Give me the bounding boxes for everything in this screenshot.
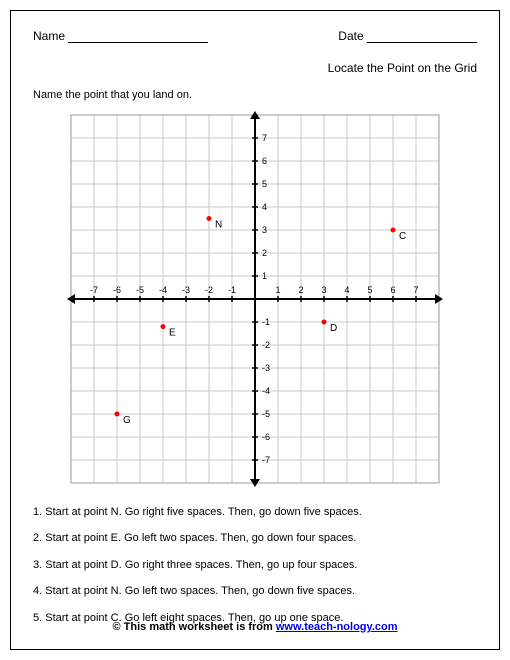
svg-text:5: 5 <box>367 285 372 295</box>
footer: © This math worksheet is from www.teach-… <box>33 621 477 633</box>
svg-text:-7: -7 <box>262 455 270 465</box>
svg-text:2: 2 <box>262 248 267 258</box>
svg-text:4: 4 <box>344 285 349 295</box>
question-list: 1. Start at point N. Go right five space… <box>33 505 477 626</box>
date-blank[interactable] <box>367 30 477 43</box>
svg-text:7: 7 <box>413 285 418 295</box>
question-item: 4. Start at point N. Go left two spaces.… <box>33 584 477 599</box>
footer-link[interactable]: www.teach-nology.com <box>276 621 398 633</box>
svg-text:-2: -2 <box>262 340 270 350</box>
svg-text:N: N <box>215 220 222 231</box>
svg-text:4: 4 <box>262 202 267 212</box>
header-row: Name Date <box>33 29 477 43</box>
svg-text:E: E <box>169 328 176 339</box>
svg-text:-3: -3 <box>182 285 190 295</box>
svg-text:-1: -1 <box>228 285 236 295</box>
svg-text:3: 3 <box>262 225 267 235</box>
question-item: 2. Start at point E. Go left two spaces.… <box>33 531 477 546</box>
svg-text:-6: -6 <box>113 285 121 295</box>
svg-text:-4: -4 <box>262 386 270 396</box>
svg-text:-2: -2 <box>205 285 213 295</box>
svg-text:6: 6 <box>262 156 267 166</box>
svg-text:-5: -5 <box>136 285 144 295</box>
svg-text:-4: -4 <box>159 285 167 295</box>
svg-text:-1: -1 <box>262 317 270 327</box>
date-field: Date <box>338 29 477 43</box>
svg-text:2: 2 <box>298 285 303 295</box>
coordinate-grid: -7 -6 -5 -4 -3 -2 -1 1 2 3 4 5 6 7 7 6 5 4 3 2 1 -1 -2 -3 -4 -5 -6… <box>33 109 477 489</box>
footer-prefix: © This math worksheet is from <box>113 621 276 633</box>
svg-text:G: G <box>123 415 131 426</box>
date-label: Date <box>338 29 363 43</box>
svg-text:-5: -5 <box>262 409 270 419</box>
name-field: Name <box>33 29 208 43</box>
svg-text:3: 3 <box>321 285 326 295</box>
svg-text:-7: -7 <box>90 285 98 295</box>
worksheet-page: Name Date Locate the Point on the Grid N… <box>10 10 500 650</box>
svg-text:D: D <box>330 323 337 334</box>
name-blank[interactable] <box>68 30 208 43</box>
svg-text:-6: -6 <box>262 432 270 442</box>
svg-text:C: C <box>399 231 406 242</box>
question-item: 3. Start at point D. Go right three spac… <box>33 558 477 573</box>
worksheet-title: Locate the Point on the Grid <box>33 61 477 75</box>
svg-text:1: 1 <box>275 285 280 295</box>
instruction-text: Name the point that you land on. <box>33 89 477 101</box>
svg-text:1: 1 <box>262 271 267 281</box>
name-label: Name <box>33 29 65 43</box>
question-item: 1. Start at point N. Go right five space… <box>33 505 477 520</box>
svg-text:-3: -3 <box>262 363 270 373</box>
svg-text:6: 6 <box>390 285 395 295</box>
svg-text:7: 7 <box>262 133 267 143</box>
svg-text:5: 5 <box>262 179 267 189</box>
